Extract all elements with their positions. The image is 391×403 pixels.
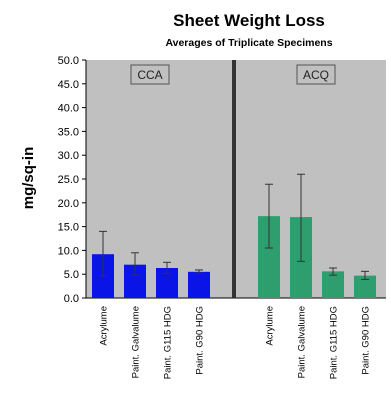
bar-acq-1 — [258, 216, 280, 298]
group-label-box-acq — [296, 64, 336, 85]
y-tick-label: 0.0 — [64, 293, 79, 305]
category-label-acq-2: Paint. Galvalume — [297, 306, 308, 378]
chart-title: Sheet Weight Loss — [173, 11, 325, 30]
y-tick-label: 50.0 — [58, 55, 79, 67]
y-tick-label: 45.0 — [58, 79, 79, 91]
bar-cca-3 — [156, 268, 178, 298]
category-label-acq-4: Paint. G90 HDG — [361, 306, 372, 375]
bar-acq-4 — [354, 275, 376, 298]
y-tick-label: 25.0 — [58, 174, 79, 186]
group-label-cca: CCA — [137, 68, 162, 82]
y-axis-label: mg/sq-in — [20, 147, 37, 210]
y-tick-label: 15.0 — [58, 222, 79, 234]
category-label-cca-2: Paint. Galvalume — [131, 306, 142, 378]
category-label-acq-1: Acrylume — [265, 306, 276, 346]
chart-subtitle: Averages of Triplicate Specimens — [165, 37, 332, 49]
y-tick-label: 35.0 — [58, 126, 79, 138]
bar-acq-3 — [322, 271, 344, 298]
y-tick-label: 30.0 — [58, 150, 79, 162]
category-label-cca-3: Paint. G115 HDG — [163, 306, 174, 379]
category-label-acq-3: Paint. G115 HDG — [329, 306, 340, 379]
y-tick-label: 10.0 — [58, 245, 79, 257]
group-label-box-cca — [130, 64, 170, 85]
plot-area: 0.0 5.0 10.0 15.0 20.0 25.0 30.0 35.0 40.0 45.0 50… — [58, 55, 386, 379]
y-tick-label: 20.0 — [58, 198, 79, 210]
group-label-acq: ACQ — [303, 68, 329, 82]
bar-cca-4 — [188, 271, 210, 298]
y-tick-label: 40.0 — [58, 103, 79, 115]
bar-cca-2 — [124, 264, 146, 298]
category-label-cca-1: Acrylume — [99, 306, 110, 346]
y-tick-label: 5.0 — [64, 269, 79, 281]
category-label-cca-4: Paint. G90 HDG — [195, 306, 206, 375]
